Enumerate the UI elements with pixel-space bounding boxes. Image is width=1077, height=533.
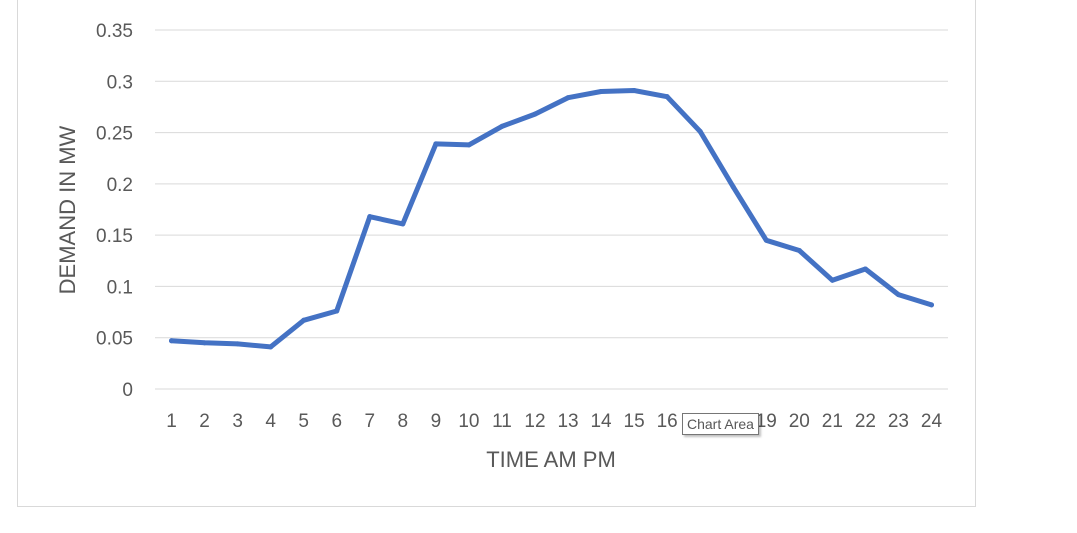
data-point [895,292,901,298]
data-point [367,214,373,220]
data-point [664,94,670,100]
x-tick-label: 2 [199,411,210,432]
data-point [928,302,934,308]
data-point [631,88,637,94]
y-tick-label: 0.3 [107,72,133,93]
data-point [268,344,274,350]
y-tick-label: 0.25 [96,124,133,145]
x-tick-label: 19 [756,411,777,432]
y-tick-label: 0.05 [96,329,133,350]
y-tick-label: 0.1 [107,277,133,298]
data-point [532,111,538,117]
data-point [829,277,835,283]
x-tick-label: 11 [492,411,512,432]
x-tick-label: 21 [822,411,843,432]
data-point [400,221,406,227]
y-tick-label: 0.15 [96,226,133,247]
x-tick-label: 6 [331,411,342,432]
x-axis-ticks: 123456789101112131415161718192021222324 [166,411,942,432]
y-axis-ticks: 0 0.05 0.1 0.15 0.2 0.25 0.3 0.35 [96,21,133,401]
x-tick-label: 7 [364,411,375,432]
x-tick-label: 14 [590,411,612,432]
x-tick-label: 24 [921,411,943,432]
x-tick-label: 22 [855,411,876,432]
y-tick-label: 0.2 [107,175,133,196]
data-point [565,95,571,101]
series-line-0 [169,88,934,350]
x-tick-label: 16 [657,411,678,432]
data-point [796,248,802,254]
x-tick-label: 8 [398,411,409,432]
data-point [499,123,505,129]
x-tick-label: 3 [232,411,243,432]
x-tick-label: 4 [265,411,276,432]
data-point [235,341,241,347]
x-tick-label: 10 [458,411,479,432]
chart-area[interactable] [17,0,976,507]
data-point [202,340,208,346]
data-point [598,89,604,95]
x-tick-label: 13 [557,411,578,432]
gridlines [155,29,948,390]
y-tick-label: 0 [122,380,133,401]
data-point [730,184,736,190]
x-tick-label: 1 [166,411,177,432]
data-point [763,237,769,243]
chart-area-tooltip: Chart Area [682,413,759,435]
data-point [862,266,868,272]
x-tick-label: 9 [431,411,442,432]
x-axis-title: TIME AM PM [486,447,616,472]
y-tick-label: 0.35 [96,21,133,42]
x-tick-label: 15 [624,411,645,432]
data-point [169,338,175,344]
data-point [697,129,703,135]
data-point [334,308,340,314]
x-tick-label: 5 [298,411,309,432]
x-tick-label: 23 [888,411,909,432]
data-point [433,141,439,147]
x-tick-label: 20 [789,411,810,432]
y-axis-title: DEMAND IN MW [55,125,80,294]
data-point [301,317,307,323]
data-point [466,142,472,148]
x-tick-label: 12 [524,411,545,432]
series-group [169,88,934,350]
